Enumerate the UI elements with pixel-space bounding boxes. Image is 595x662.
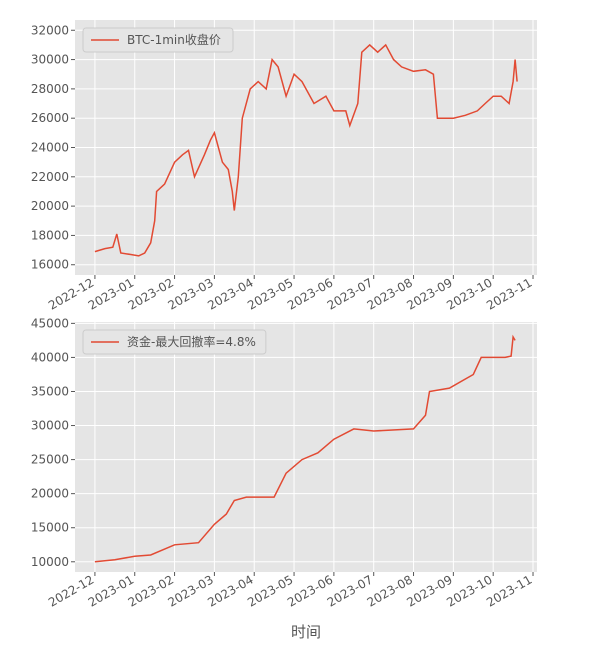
y-tick-label: 30000 [31,419,69,433]
y-tick-label: 32000 [31,23,69,37]
legend-box [82,329,267,355]
y-tick-label: 45000 [31,316,69,330]
legend: BTC-1min收盘价 [82,27,234,53]
x-axis-label: 时间 [291,623,321,641]
y-tick-label: 30000 [31,53,69,67]
legend: 资金-最大回撤率=4.8% [82,329,267,355]
y-tick-label: 20000 [31,199,69,213]
line-series [94,43,518,257]
y-tick-label: 28000 [31,82,69,96]
subplot: 16000 18000 20000 22000 24000 26000 28000 30000… [31,20,537,313]
subplot: 10000 15000 20000 25000 30000 35000 40000 45000… [31,316,537,641]
y-tick-label: 22000 [31,170,69,184]
plot-area [75,322,537,572]
x-tick-label: 2023-11 [484,275,534,312]
line-series [94,334,516,563]
y-tick-label: 10000 [31,555,69,569]
y-tick-label: 18000 [31,228,69,242]
y-tick-label: 40000 [31,350,69,364]
x-tick-label: 2023-11 [484,572,534,609]
y-tick-label: 35000 [31,384,69,398]
legend-label: 资金-最大回撤率=4.8% [127,334,256,349]
y-tick-label: 20000 [31,487,69,501]
y-tick-label: 15000 [31,521,69,535]
y-tick-label: 24000 [31,141,69,155]
legend-box [82,27,234,53]
y-tick-label: 26000 [31,111,69,125]
y-tick-label: 25000 [31,453,69,467]
y-tick-label: 16000 [31,258,69,272]
legend-label: BTC-1min收盘价 [127,32,221,47]
